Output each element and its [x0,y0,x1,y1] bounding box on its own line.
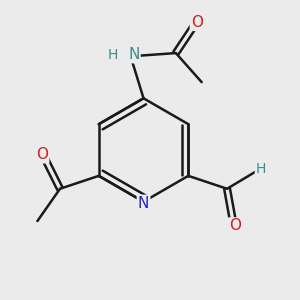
Text: H: H [108,48,118,62]
Text: O: O [191,15,203,30]
Text: N: N [138,196,149,211]
Text: H: H [256,162,266,176]
Text: O: O [36,147,48,162]
Text: O: O [229,218,241,233]
Text: N: N [128,47,140,62]
